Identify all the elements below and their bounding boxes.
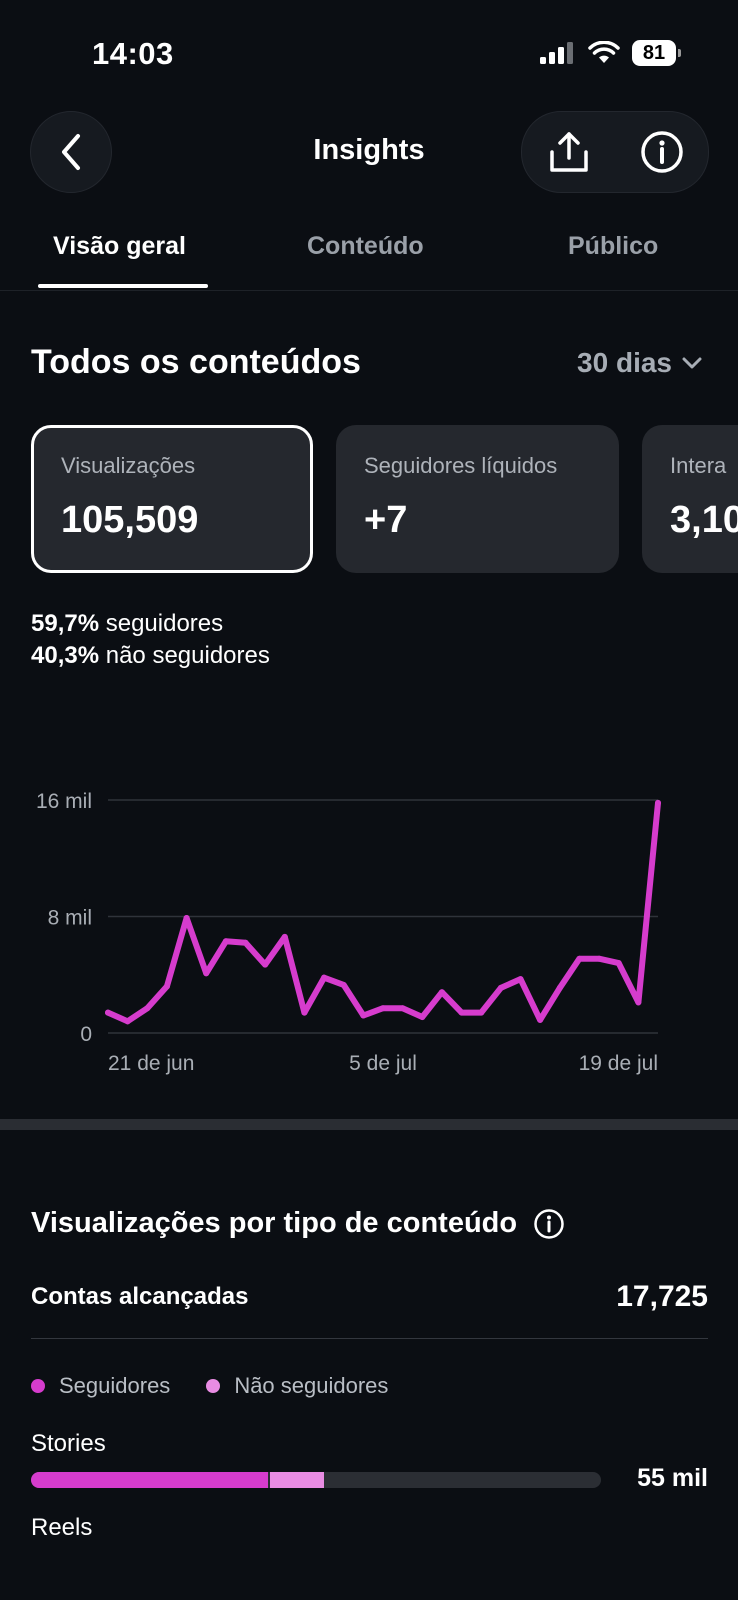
data-point: [537, 1016, 544, 1023]
metric-value: 105,509: [61, 499, 199, 541]
data-point: [203, 970, 210, 977]
chevron-left-icon: [62, 134, 80, 170]
chart-legend: Seguidores Não seguidores: [31, 1373, 388, 1399]
data-point: [360, 1012, 367, 1019]
audience-breakdown: 59,7% seguidores 40,3% não seguidores: [31, 608, 270, 672]
data-point: [458, 1009, 465, 1016]
metric-value: +7: [364, 499, 408, 541]
tab-overview[interactable]: Visão geral: [53, 232, 186, 260]
metric-value: 3,10: [670, 499, 738, 541]
bar-gap: [267, 1472, 270, 1488]
active-tab-indicator: [38, 284, 208, 288]
battery-level: 81: [642, 41, 666, 64]
data-point: [497, 984, 504, 991]
info-icon: [640, 131, 683, 173]
data-point: [301, 1009, 308, 1016]
metric-label: Intera: [670, 453, 727, 478]
breakdown-followers: 59,7% seguidores: [31, 610, 224, 637]
y-tick-label: 8 mil: [48, 907, 92, 930]
section-divider: [0, 1119, 738, 1130]
share-icon: [549, 132, 588, 172]
data-point: [399, 1005, 406, 1012]
data-point: [340, 981, 347, 988]
metric-label: Visualizações: [61, 453, 196, 478]
reach-label: Contas alcançadas: [31, 1283, 249, 1310]
content-type-title: Visualizações por tipo de conteúdo: [31, 1207, 518, 1239]
metric-card-views[interactable]: Visualizações 105,509: [31, 425, 313, 573]
data-point: [478, 1009, 485, 1016]
metric-card-interactions[interactable]: Intera 3,10: [642, 425, 738, 573]
x-tick-label: 5 de jul: [349, 1052, 417, 1075]
range-dropdown[interactable]: 30 dias: [577, 347, 702, 379]
metric-card-net-followers[interactable]: Seguidores líquidos +7: [336, 425, 619, 573]
accounts-reached-row: Contas alcançadas 17,725: [31, 1280, 708, 1314]
content-row-label-reels: Reels: [31, 1514, 93, 1541]
data-point: [615, 960, 622, 967]
status-time: 14:03: [92, 36, 174, 71]
x-tick-label: 21 de jun: [108, 1052, 194, 1075]
content-type-header: Visualizações por tipo de conteúdo: [31, 1207, 565, 1240]
data-point: [281, 933, 288, 940]
data-point: [321, 974, 328, 981]
range-label: 30 dias: [577, 347, 672, 378]
stories-progress-bar: [31, 1472, 601, 1488]
data-point: [635, 999, 642, 1006]
stories-value: 55 mil: [637, 1464, 708, 1492]
y-tick-label: 0: [80, 1023, 92, 1046]
data-point: [576, 955, 583, 962]
data-point: [517, 976, 524, 983]
data-point: [655, 799, 661, 806]
header-actions: [521, 111, 709, 193]
legend-dot: [31, 1379, 45, 1393]
status-icons: 81: [540, 40, 681, 66]
share-button[interactable]: [544, 127, 594, 177]
chevron-down-icon: [682, 357, 702, 369]
data-point: [222, 938, 229, 945]
tab-bar: Visão geral Conteúdo Público: [0, 232, 738, 291]
battery-indicator: 81: [632, 40, 681, 66]
info-icon[interactable]: [533, 1208, 565, 1240]
info-button[interactable]: [637, 127, 687, 177]
section-title: Todos os conteúdos: [31, 343, 361, 381]
views-line-chart: 16 mil 8 mil 0 21 de jun 5 de jul 19 de jul: [36, 790, 661, 1075]
bar-segment-followers: [31, 1472, 268, 1488]
tab-content[interactable]: Conteúdo: [307, 232, 424, 260]
legend-non-followers: Não seguidores: [206, 1373, 388, 1399]
content-row-label-stories: Stories: [31, 1430, 106, 1457]
data-point: [163, 983, 170, 990]
back-button[interactable]: [30, 111, 112, 193]
metric-label: Seguidores líquidos: [364, 453, 558, 478]
data-point: [596, 955, 603, 962]
y-tick-label: 16 mil: [36, 790, 92, 813]
views-series-line: [105, 799, 661, 1025]
bar-segment-non-followers: [269, 1472, 324, 1488]
data-point: [105, 1009, 111, 1016]
tab-audience[interactable]: Público: [568, 232, 659, 260]
data-point: [556, 984, 563, 991]
legend-followers: Seguidores: [31, 1373, 170, 1399]
wifi-icon: [588, 41, 620, 63]
page-title: Insights: [313, 134, 425, 166]
data-point: [380, 1005, 386, 1012]
data-point: [262, 961, 269, 968]
data-point: [419, 1013, 426, 1020]
x-tick-label: 19 de jul: [579, 1052, 658, 1075]
legend-label: Não seguidores: [234, 1373, 389, 1398]
cellular-signal-icon: [540, 42, 573, 64]
data-point: [183, 914, 190, 921]
divider: [31, 1338, 708, 1339]
reach-value: 17,725: [616, 1280, 708, 1313]
data-point: [438, 989, 445, 996]
legend-dot: [206, 1379, 221, 1393]
data-point: [124, 1018, 131, 1025]
data-point: [144, 1005, 151, 1012]
breakdown-non-followers: 40,3% não seguidores: [31, 642, 270, 669]
legend-label: Seguidores: [59, 1373, 171, 1398]
data-point: [242, 939, 249, 946]
